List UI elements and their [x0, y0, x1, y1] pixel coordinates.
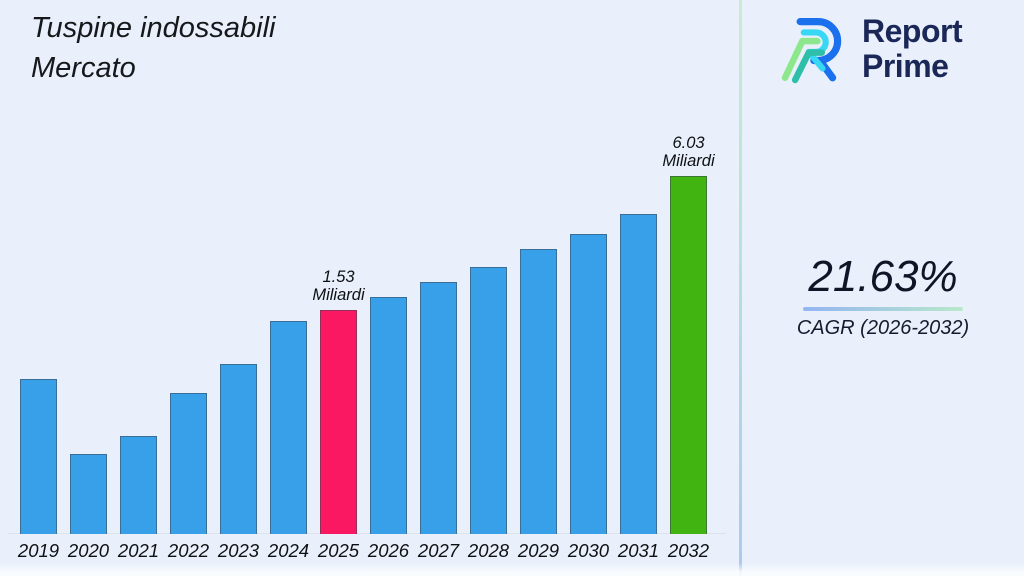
bar-2025 [320, 310, 357, 534]
x-axis-line [8, 533, 726, 534]
x-tick-2031: 2031 [617, 540, 660, 561]
x-tick-2025: 2025 [317, 540, 360, 561]
report-prime-logo-icon [781, 18, 842, 84]
bar-slot-2025: 1.53 Miliardi 2025 [312, 0, 364, 561]
bar-value-label-2032: 6.03 Miliardi [662, 134, 715, 170]
bar-value-label-2025: 1.53 Miliardi [312, 268, 365, 304]
bottom-fade-strip [0, 563, 1024, 576]
bar-slot-2032: 6.03 Miliardi 2032 [662, 0, 714, 561]
brand-logo: Report Prime [780, 10, 963, 88]
bar-slot-2019: 2019 [18, 0, 59, 561]
bar-2022 [170, 393, 207, 534]
chart-title-line1: Tuspine indossabili [31, 12, 276, 44]
bar-2030 [570, 234, 607, 534]
bar-slot-2026: 2026 [368, 0, 409, 561]
bar-slot-2024: 2024 [268, 0, 309, 561]
bar-2032 [670, 176, 707, 534]
bar-2024 [270, 321, 307, 534]
brand-logo-text: Report Prime [862, 13, 963, 84]
cagr-callout: 21.63% CAGR (2026-2032) [742, 254, 1024, 340]
x-tick-2023: 2023 [217, 540, 260, 561]
panel-divider [739, 0, 742, 576]
x-tick-2029: 2029 [517, 540, 560, 561]
bar-2026 [370, 297, 407, 534]
x-tick-2028: 2028 [467, 540, 510, 561]
bar-slot-2021: 2021 [118, 0, 159, 561]
bar-slot-2023: 2023 [218, 0, 259, 561]
x-tick-2027: 2027 [417, 540, 460, 561]
cagr-label: CAGR (2026-2032) [796, 317, 970, 339]
bar-2021 [120, 436, 157, 534]
chart-title-line2: Mercato [31, 52, 136, 84]
chart-title: Tuspine indossabili Mercato [31, 8, 276, 88]
bar-slot-2031: 2031 [618, 0, 659, 561]
brand-word-report: Report [862, 13, 963, 49]
bar-2031 [620, 214, 657, 534]
bar-slot-2029: 2029 [518, 0, 559, 561]
bar-slot-2028: 2028 [468, 0, 509, 561]
bar-slot-2030: 2030 [568, 0, 609, 561]
x-tick-2022: 2022 [167, 540, 210, 561]
bar-2020 [70, 454, 107, 534]
bar-slot-2022: 2022 [168, 0, 209, 561]
x-tick-2020: 2020 [67, 540, 110, 561]
x-tick-2030: 2030 [567, 540, 610, 561]
x-tick-2021: 2021 [117, 540, 160, 561]
cagr-value: 21.63% [808, 252, 958, 301]
bar-slot-2020: 2020 [68, 0, 109, 561]
bar-2023 [220, 364, 257, 534]
bar-chart: 2019 2020 2021 2022 2023 2024 1.53 Miliardi 2025… [18, 0, 715, 561]
x-tick-2032: 2032 [667, 540, 710, 561]
x-tick-2019: 2019 [17, 540, 60, 561]
bar-slot-2027: 2027 [418, 0, 459, 561]
x-tick-2024: 2024 [267, 540, 310, 561]
brand-word-prime: Prime [862, 48, 949, 84]
bar-2028 [470, 267, 507, 534]
bar-2027 [420, 282, 457, 534]
bar-2029 [520, 249, 557, 534]
cagr-underline [803, 307, 963, 311]
bar-2019 [20, 379, 57, 534]
x-tick-2026: 2026 [367, 540, 410, 561]
